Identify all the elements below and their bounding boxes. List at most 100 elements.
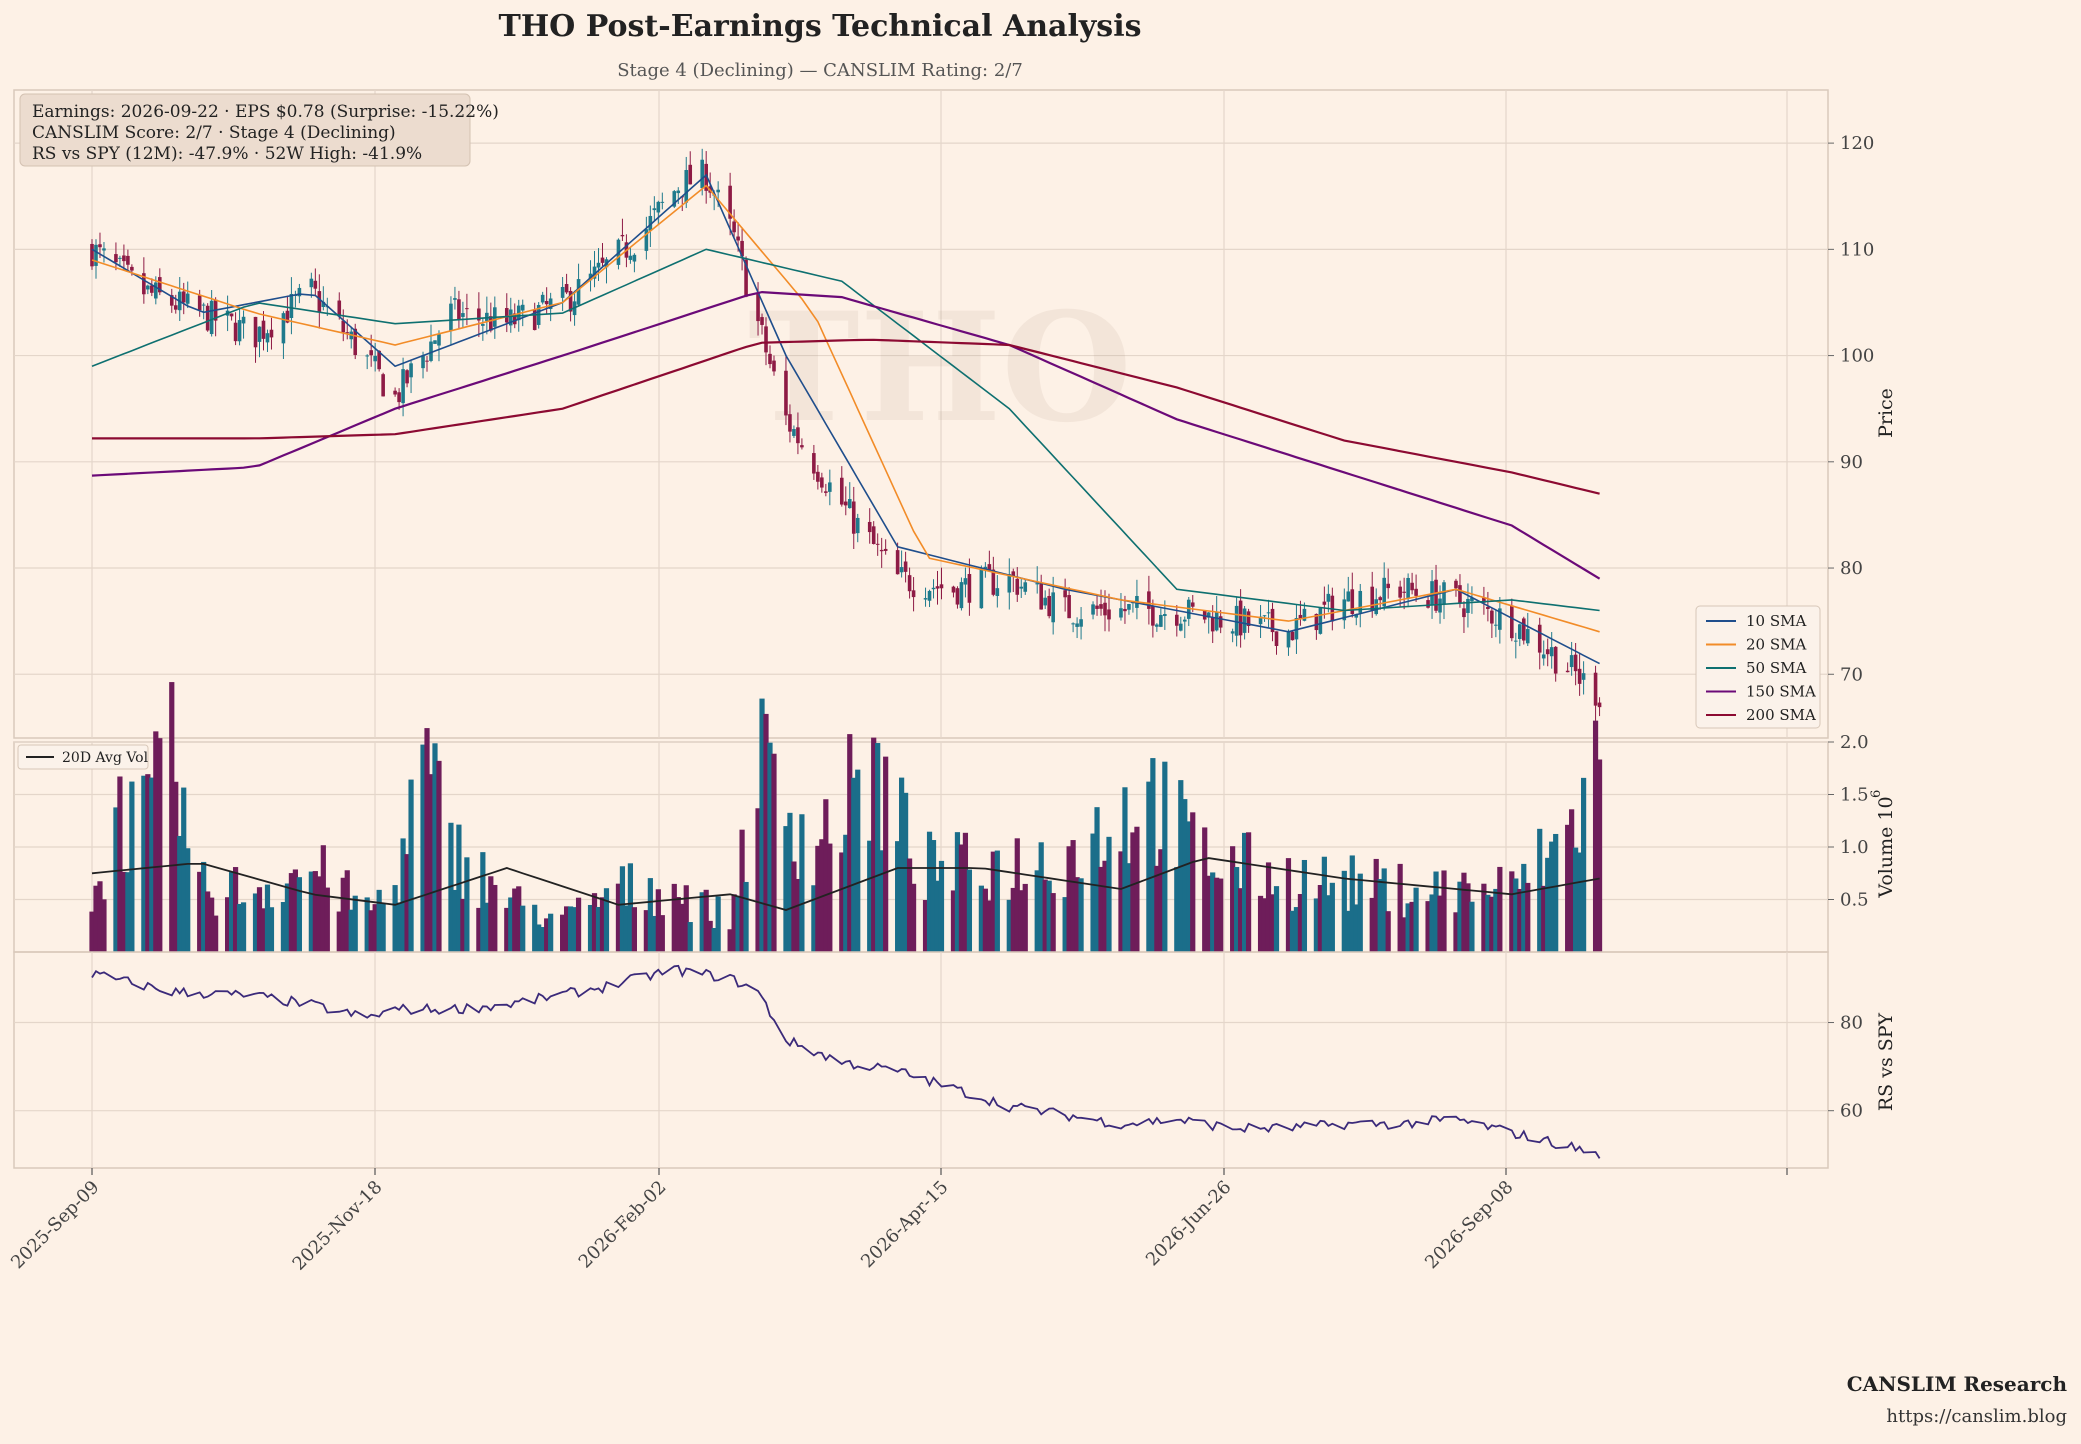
candle-body bbox=[1091, 604, 1095, 615]
volume-bar bbox=[89, 911, 95, 952]
legend-label: 50 SMA bbox=[1746, 659, 1806, 677]
candle-body bbox=[839, 477, 844, 505]
volume-bar bbox=[1098, 866, 1104, 952]
volume-bar bbox=[1261, 898, 1268, 952]
candle-body bbox=[173, 305, 178, 310]
price-frame bbox=[13, 89, 1829, 739]
volume-bar bbox=[671, 883, 677, 952]
volume-bar bbox=[763, 713, 769, 952]
volume-bar bbox=[1265, 862, 1272, 952]
volume-bar bbox=[1489, 896, 1495, 952]
volume-bar bbox=[157, 738, 163, 952]
candle-body bbox=[760, 317, 764, 325]
volume-bar bbox=[839, 852, 845, 952]
candle-body bbox=[457, 299, 461, 320]
rs-frame bbox=[13, 951, 1829, 1169]
candle-body bbox=[568, 290, 573, 312]
candle-body bbox=[716, 189, 720, 193]
candle-body bbox=[1178, 623, 1183, 631]
volume-bar bbox=[1397, 863, 1403, 952]
volume-bar bbox=[631, 907, 637, 952]
volume-bar bbox=[715, 896, 721, 952]
volume-bar bbox=[256, 887, 263, 952]
candle-body bbox=[197, 295, 202, 311]
candle-body bbox=[756, 292, 760, 322]
volume-bar bbox=[615, 883, 622, 952]
candle-body bbox=[951, 586, 956, 593]
volume-bar bbox=[1353, 904, 1359, 952]
x-axis: 2025-Sep-09 2025-Nov-18 2026-Feb-02 2026-Ap… bbox=[7, 1168, 1788, 1275]
candle-body bbox=[421, 355, 425, 369]
candle-body bbox=[1322, 601, 1327, 605]
volume-bar bbox=[687, 922, 693, 952]
candle-body bbox=[401, 369, 405, 404]
volume-bar bbox=[420, 744, 426, 952]
candle-body bbox=[365, 355, 369, 357]
candle-body bbox=[1374, 599, 1379, 615]
volume-bar bbox=[599, 897, 606, 952]
volume-bar bbox=[428, 774, 434, 952]
volume-bar bbox=[1441, 870, 1447, 952]
volume-bar bbox=[994, 850, 1000, 952]
volume-bar bbox=[731, 894, 737, 952]
volume-bar bbox=[703, 889, 709, 952]
candle-body bbox=[1175, 614, 1179, 626]
candle-body bbox=[1430, 581, 1434, 605]
volume-bar bbox=[284, 883, 291, 952]
candle-body bbox=[1206, 612, 1211, 618]
candle-body bbox=[102, 248, 106, 251]
candle-body bbox=[1274, 631, 1279, 646]
candle-body bbox=[883, 548, 888, 551]
candle-body bbox=[648, 215, 653, 231]
volume-bar bbox=[1242, 832, 1248, 952]
volume-bar bbox=[476, 907, 482, 952]
volume-bar bbox=[895, 841, 901, 952]
candle-body bbox=[1410, 582, 1414, 591]
volume-bar bbox=[787, 812, 793, 952]
candle-body bbox=[1593, 672, 1598, 706]
volume-bar bbox=[1118, 851, 1124, 952]
volume-bar bbox=[1190, 812, 1196, 952]
candle-body bbox=[995, 588, 1000, 597]
x-tick-label: 2026-Sep-08 bbox=[1421, 1177, 1517, 1273]
candle-body bbox=[1350, 589, 1355, 614]
candle-body bbox=[903, 561, 908, 572]
candle-body bbox=[672, 191, 677, 207]
candle-body bbox=[788, 414, 792, 432]
volume-bar bbox=[1377, 879, 1383, 952]
candle-body bbox=[820, 477, 824, 488]
candle-body bbox=[142, 273, 146, 295]
legend-label: 20 SMA bbox=[1746, 636, 1806, 654]
volume-bar bbox=[1429, 894, 1435, 952]
volume-bar bbox=[113, 807, 119, 952]
candle-body bbox=[1402, 591, 1406, 593]
volume-bar bbox=[1481, 883, 1487, 952]
candle-body bbox=[1458, 585, 1462, 604]
candle-body bbox=[1007, 574, 1012, 593]
volume-bar bbox=[1461, 872, 1467, 952]
volume-bar bbox=[169, 682, 175, 952]
volume-bar bbox=[906, 858, 913, 952]
volume-bar bbox=[1509, 871, 1515, 952]
volume-bar bbox=[651, 915, 657, 952]
candle-body bbox=[485, 312, 489, 321]
candle-body bbox=[1047, 595, 1051, 617]
candle-body bbox=[122, 255, 126, 262]
candle-body bbox=[939, 584, 944, 589]
candle-body bbox=[812, 453, 816, 474]
candle-body bbox=[1346, 591, 1351, 602]
candle-body bbox=[1470, 597, 1474, 602]
volume-bar bbox=[141, 775, 147, 952]
volume-bar bbox=[504, 907, 510, 952]
volume-bar bbox=[1409, 901, 1415, 952]
sma-line-50sma bbox=[91, 248, 1600, 612]
volume-bar bbox=[595, 906, 602, 952]
candle-body bbox=[632, 254, 637, 262]
candle-body bbox=[433, 340, 437, 344]
candle-body bbox=[477, 308, 481, 321]
candle-body bbox=[560, 286, 565, 298]
volume-bar bbox=[930, 840, 937, 952]
volume-bar bbox=[1010, 887, 1016, 952]
volume-bar bbox=[934, 880, 941, 952]
